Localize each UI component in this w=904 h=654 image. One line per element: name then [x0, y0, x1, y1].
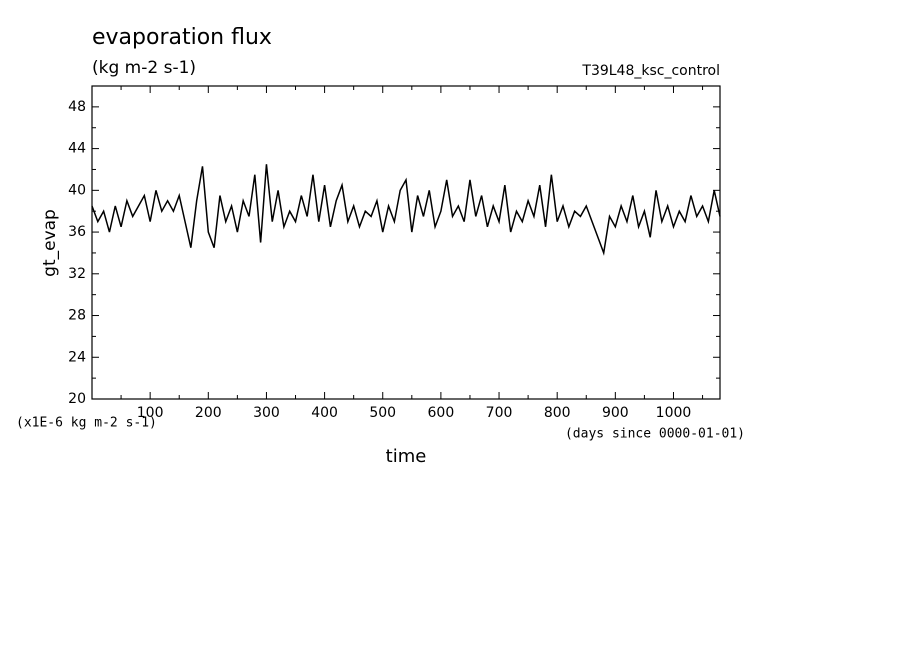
x-tick-label: 300 [253, 405, 280, 421]
y-tick-label: 24 [68, 349, 86, 365]
y-tick-label: 28 [68, 308, 86, 324]
x-tick-label: 800 [544, 405, 571, 421]
plot-frame [91, 85, 721, 400]
y-tick-label: 48 [68, 99, 86, 115]
y-axis-label: gt_evap [40, 209, 60, 277]
chart-title: evaporation flux [92, 25, 272, 50]
x-axis-label: time [386, 446, 427, 467]
x-units: (days since 0000-01-01) [565, 427, 745, 442]
x-tick-label: 900 [602, 405, 629, 421]
y-tick-label: 20 [68, 391, 86, 407]
chart-subtitle: (kg m-2 s-1) [92, 58, 196, 78]
y-tick-label: 32 [68, 266, 86, 282]
x-tick-label: 100 [137, 405, 164, 421]
data-line [91, 164, 721, 256]
x-tick-label: 700 [486, 405, 513, 421]
x-tick-label: 1000 [656, 405, 692, 421]
x-tick-label: 400 [311, 405, 338, 421]
y-tick-label: 36 [68, 224, 86, 240]
annotation: T39L48_ksc_control [581, 63, 720, 79]
x-tick-label: 500 [369, 405, 396, 421]
y-units: (x1E-6 kg m-2 s-1) [16, 416, 157, 431]
y-tick-label: 44 [68, 141, 86, 157]
x-tick-label: 600 [428, 405, 455, 421]
x-tick-label: 200 [195, 405, 222, 421]
y-tick-label: 40 [68, 182, 86, 198]
